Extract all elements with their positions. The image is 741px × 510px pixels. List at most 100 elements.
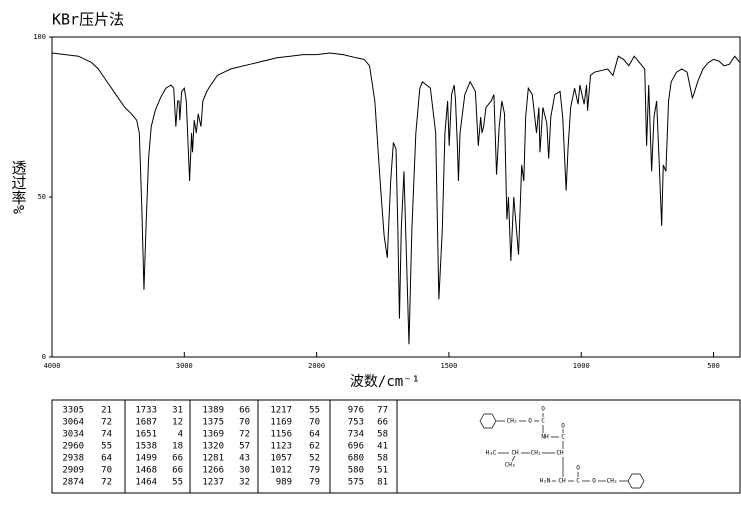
peak-transmittance: 72 (101, 418, 112, 428)
peak-wavenumber: 976 (348, 406, 364, 416)
x-tick-label: 3000 (176, 362, 193, 370)
peak-transmittance: 72 (239, 430, 250, 440)
peak-transmittance: 74 (101, 430, 112, 440)
peak-wavenumber: 2938 (62, 454, 84, 464)
plot-frame (51, 36, 741, 358)
peak-wavenumber: 1651 (135, 430, 157, 440)
peak-transmittance: 72 (101, 478, 112, 488)
x-tick-label: 4000 (44, 362, 61, 370)
peak-wavenumber: 3064 (62, 418, 84, 428)
peak-wavenumber: 1538 (135, 442, 157, 452)
atom-label: CH₂ (607, 478, 618, 485)
peak-wavenumber: 753 (348, 418, 364, 428)
peak-transmittance: 55 (172, 478, 183, 488)
peak-wavenumber: 1687 (135, 418, 157, 428)
peak-transmittance: 58 (377, 454, 388, 464)
peak-transmittance: 55 (309, 406, 320, 416)
peak-transmittance: 66 (239, 406, 250, 416)
y-axis-label: 透过率% (10, 160, 28, 214)
x-tick-label: 2000 (308, 362, 325, 370)
peak-wavenumber: 1375 (202, 418, 224, 428)
peak-wavenumber: 1389 (202, 406, 224, 416)
peak-wavenumber: 989 (276, 478, 292, 488)
peak-transmittance: 4 (178, 430, 183, 440)
peak-wavenumber: 1156 (270, 430, 292, 440)
peak-transmittance: 66 (172, 454, 183, 464)
peak-wavenumber: 2874 (62, 478, 84, 488)
peak-transmittance: 51 (377, 466, 388, 476)
peak-transmittance: 81 (377, 478, 388, 488)
peak-wavenumber: 1499 (135, 454, 157, 464)
peak-wavenumber: 1169 (270, 418, 292, 428)
table-dividers (124, 400, 398, 493)
peak-transmittance: 79 (309, 466, 320, 476)
peak-transmittance: 30 (239, 466, 250, 476)
peak-transmittance: 62 (309, 442, 320, 452)
peak-transmittance: 64 (101, 454, 112, 464)
peak-transmittance: 70 (101, 466, 112, 476)
peak-transmittance: 66 (377, 418, 388, 428)
atom-label: H₃C (486, 450, 497, 457)
peak-transmittance: 66 (172, 466, 183, 476)
atom-label: CH₃ (505, 462, 516, 469)
peak-transmittance: 41 (377, 442, 388, 452)
peak-transmittance: 70 (239, 418, 250, 428)
atom-label: O (576, 465, 580, 472)
peak-wavenumber: 1217 (270, 406, 292, 416)
x-tick-label: 500 (707, 362, 720, 370)
atom-label: CH₂ (531, 450, 542, 457)
peak-transmittance: 55 (101, 442, 112, 452)
peak-wavenumber: 3305 (62, 406, 84, 416)
peak-transmittance: 21 (101, 406, 112, 416)
peak-wavenumber: 1266 (202, 466, 224, 476)
peak-wavenumber: 2960 (62, 442, 84, 452)
peak-wavenumber: 1733 (135, 406, 157, 416)
atom-label: C (576, 478, 580, 485)
peak-transmittance: 18 (172, 442, 183, 452)
x-axis-label: 波数/cm⁻¹ (350, 374, 420, 390)
peak-wavenumber: 580 (348, 466, 364, 476)
atom-label: O (592, 478, 596, 485)
peak-transmittance: 43 (239, 454, 250, 464)
x-tick-label: 1500 (440, 362, 457, 370)
peak-wavenumber: 2909 (62, 466, 84, 476)
peak-wavenumber: 696 (348, 442, 364, 452)
peak-transmittance: 58 (377, 430, 388, 440)
table-frame (51, 399, 741, 494)
peak-wavenumber: 680 (348, 454, 364, 464)
atom-label: H₂N (540, 478, 551, 485)
y-tick-label: 100 (33, 33, 46, 41)
peak-wavenumber: 1464 (135, 478, 157, 488)
atom-label: C (561, 434, 565, 441)
atom-label: O (561, 423, 565, 430)
atom-label: CH (558, 478, 566, 485)
peak-wavenumber: 1468 (135, 466, 157, 476)
atom-label: CH (556, 450, 564, 457)
peak-transmittance: 70 (309, 418, 320, 428)
peak-wavenumber: 1237 (202, 478, 224, 488)
peak-wavenumber: 1012 (270, 466, 292, 476)
peak-wavenumber: 3034 (62, 430, 84, 440)
y-tick-label: 0 (42, 353, 46, 361)
peak-transmittance: 31 (172, 406, 183, 416)
atom-label: C (541, 418, 545, 425)
atom-label: NH (541, 434, 549, 441)
y-tick-label: 50 (38, 193, 46, 201)
peak-wavenumber: 1057 (270, 454, 292, 464)
atom-label: O (541, 406, 545, 413)
peak-wavenumber: 1369 (202, 430, 224, 440)
peak-wavenumber: 734 (348, 430, 364, 440)
peak-transmittance: 77 (377, 406, 388, 416)
atom-label: CH₂ (507, 418, 518, 425)
peak-transmittance: 57 (239, 442, 250, 452)
peak-wavenumber: 1123 (270, 442, 292, 452)
title: KBr压片法 (52, 11, 124, 29)
peak-wavenumber: 1281 (202, 454, 224, 464)
peak-wavenumber: 575 (348, 478, 364, 488)
structure-bonds (479, 413, 645, 489)
peak-wavenumber: 1320 (202, 442, 224, 452)
peak-transmittance: 79 (309, 478, 320, 488)
atom-label: O (528, 418, 532, 425)
spectrum-line (51, 52, 741, 345)
